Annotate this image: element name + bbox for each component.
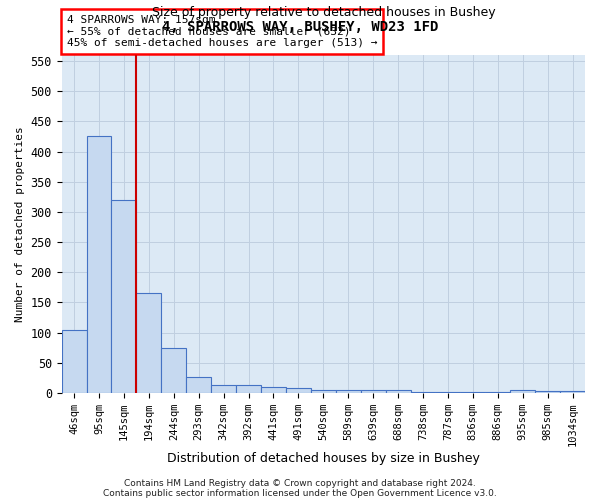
- Bar: [236, 385, 261, 393]
- Bar: [336, 390, 361, 393]
- Bar: [560, 391, 585, 393]
- Bar: [62, 330, 86, 393]
- Bar: [311, 390, 336, 393]
- Bar: [86, 136, 112, 393]
- Bar: [286, 388, 311, 393]
- Bar: [261, 387, 286, 393]
- Bar: [186, 376, 211, 393]
- Bar: [161, 348, 186, 393]
- Title: Size of property relative to detached houses in Bushey: Size of property relative to detached ho…: [152, 6, 495, 19]
- Bar: [136, 294, 161, 393]
- Bar: [361, 390, 386, 393]
- Text: Contains public sector information licensed under the Open Government Licence v3: Contains public sector information licen…: [103, 488, 497, 498]
- Text: 4, SPARROWS WAY, BUSHEY, WD23 1FD: 4, SPARROWS WAY, BUSHEY, WD23 1FD: [162, 20, 438, 34]
- Bar: [211, 385, 236, 393]
- Text: Contains HM Land Registry data © Crown copyright and database right 2024.: Contains HM Land Registry data © Crown c…: [124, 478, 476, 488]
- Bar: [410, 392, 436, 393]
- Bar: [386, 390, 410, 393]
- X-axis label: Distribution of detached houses by size in Bushey: Distribution of detached houses by size …: [167, 452, 480, 465]
- Bar: [535, 390, 560, 393]
- Bar: [510, 390, 535, 393]
- Bar: [436, 392, 460, 393]
- Bar: [460, 392, 485, 393]
- Text: 4 SPARROWS WAY: 157sqm
← 55% of detached houses are smaller (632)
45% of semi-de: 4 SPARROWS WAY: 157sqm ← 55% of detached…: [67, 15, 377, 48]
- Bar: [485, 392, 510, 393]
- Y-axis label: Number of detached properties: Number of detached properties: [15, 126, 25, 322]
- Bar: [112, 200, 136, 393]
